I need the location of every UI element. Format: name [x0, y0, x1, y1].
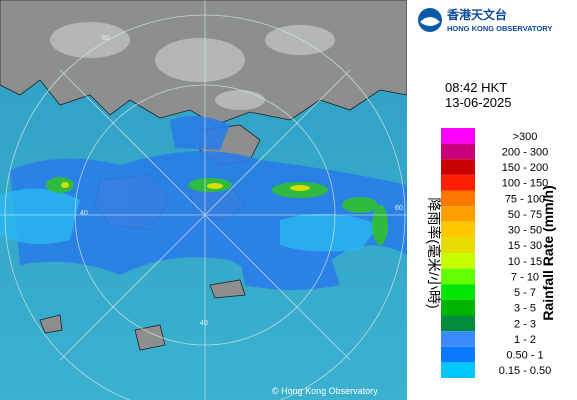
ring-label: 40: [200, 320, 208, 327]
date: 13-06-2025: [445, 95, 512, 110]
legend-swatch: [441, 159, 475, 175]
legend-label: 1 - 2: [514, 334, 536, 346]
legend-title-english: Rainfall Rate (mm/h): [540, 185, 556, 320]
legend-label: 150 - 200: [502, 162, 548, 174]
legend-swatch: [441, 253, 475, 269]
legend-swatch: [441, 206, 475, 222]
legend-label: >300: [513, 131, 538, 143]
legend-swatch: [441, 299, 475, 316]
legend-label: 3 - 5: [514, 303, 536, 315]
legend-label: 7 - 10: [511, 271, 539, 283]
legend-swatch: [441, 174, 475, 191]
legend-label: 100 - 150: [502, 178, 548, 190]
legend-swatch: [441, 143, 475, 160]
legend-label: 0.50 - 1: [506, 350, 543, 362]
legend-swatch: [441, 237, 475, 253]
legend-swatch: [441, 315, 475, 332]
legend-title-chinese: 降雨率(毫米/小時): [426, 197, 442, 308]
legend-label: 2 - 3: [514, 318, 536, 330]
legend-swatch: [441, 190, 475, 207]
side-panel: 香港天文台 HONG KONG OBSERVATORY 08:42 HKT 13…: [418, 7, 556, 378]
legend-label: 5 - 7: [514, 287, 536, 299]
legend-swatch: [441, 346, 475, 363]
legend-label: 50 - 75: [508, 209, 542, 221]
legend-swatch: [441, 331, 475, 347]
logo-english: HONG KONG OBSERVATORY: [447, 24, 552, 33]
legend-swatch: [441, 221, 475, 238]
legend-label: 30 - 50: [508, 225, 542, 237]
legend-label: 75 - 100: [505, 193, 545, 205]
logo: 香港天文台 HONG KONG OBSERVATORY: [418, 7, 552, 33]
legend-swatch: [441, 284, 475, 300]
legend-swatch: [441, 362, 475, 378]
logo-chinese: 香港天文台: [446, 7, 507, 22]
radar-map: 60 60 40 40 © Hong Kong Observatory: [0, 0, 407, 400]
time: 08:42 HKT: [445, 80, 507, 95]
legend-swatch: [441, 268, 475, 285]
legend-swatch: [441, 128, 475, 144]
legend: >300 200 - 300 150 - 200 100 - 150 75 - 100 5…: [441, 128, 551, 378]
ring-label: 40: [80, 210, 88, 217]
ring-label: 60: [395, 205, 403, 212]
ring-label: 60: [102, 35, 110, 42]
legend-label: 15 - 30: [508, 240, 542, 252]
legend-label: 200 - 300: [502, 146, 548, 158]
legend-label: 10 - 15: [508, 256, 542, 268]
legend-label: 0.15 - 0.50: [499, 365, 552, 377]
copyright: © Hong Kong Observatory: [272, 386, 378, 396]
